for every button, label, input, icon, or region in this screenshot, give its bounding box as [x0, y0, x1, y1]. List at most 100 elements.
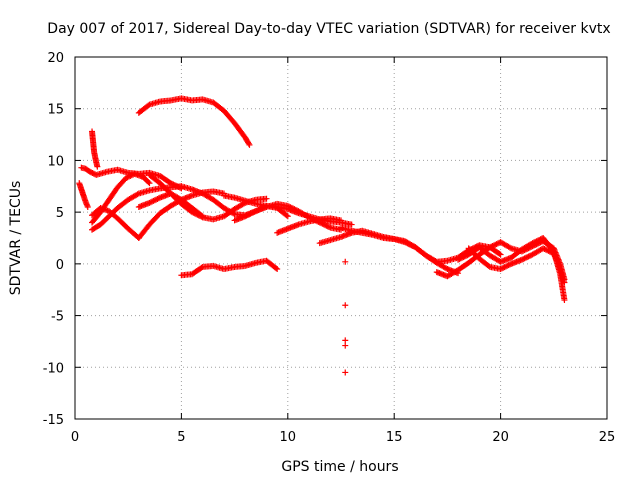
- y-tick-label: 20: [47, 51, 64, 66]
- y-tick-label: 5: [56, 206, 64, 221]
- data-point: [291, 206, 298, 213]
- data-point: [230, 210, 237, 217]
- data-point: [146, 180, 153, 187]
- data-point: [541, 245, 548, 252]
- data-point: [288, 204, 295, 211]
- x-tick-label: 20: [492, 430, 509, 445]
- data-point: [459, 254, 466, 261]
- data-point: [492, 241, 499, 248]
- plot-frame: [74, 56, 608, 420]
- data-point: [524, 254, 531, 261]
- data-point: [496, 250, 503, 257]
- data-point: [521, 255, 528, 262]
- y-tick-label: 10: [47, 154, 64, 169]
- data-point: [526, 252, 533, 259]
- data-point: [520, 256, 527, 263]
- data-point: [443, 265, 450, 272]
- data-point: [323, 222, 330, 229]
- data-point: [540, 245, 547, 252]
- data-point: [338, 217, 344, 224]
- x-tick-label: 0: [71, 430, 79, 445]
- data-point: [145, 102, 152, 109]
- data-point: [460, 254, 467, 261]
- data-point: [153, 196, 160, 203]
- series-arc-k: [135, 190, 206, 220]
- data-point: [461, 253, 468, 260]
- data-point: [244, 211, 251, 218]
- series-arc-g: [89, 205, 142, 241]
- x-tick-label: 25: [599, 430, 616, 445]
- data-point: [525, 253, 532, 260]
- data-point: [243, 212, 250, 219]
- data-point: [504, 262, 511, 269]
- data-point: [155, 195, 162, 202]
- data-point: [457, 255, 464, 262]
- y-tick-label: -15: [43, 413, 64, 428]
- data-point: [198, 264, 205, 271]
- data-point: [290, 205, 297, 212]
- data-point: [348, 221, 355, 228]
- series-arc-e: [89, 170, 153, 226]
- data-point: [561, 297, 568, 304]
- data-point: [320, 221, 327, 228]
- data-point: [506, 244, 513, 251]
- chart-title: Day 007 of 2017, Sidereal Day-to-day VTE…: [47, 21, 610, 37]
- y-tick-label: -10: [43, 361, 64, 376]
- data-point: [497, 266, 504, 273]
- data-point: [326, 224, 333, 231]
- data-point: [498, 265, 505, 272]
- data-point: [502, 263, 509, 270]
- data-point: [463, 252, 470, 259]
- series-arc-o: [316, 227, 462, 277]
- x-tick-label: 5: [177, 430, 185, 445]
- data-point: [342, 369, 349, 376]
- data-point: [149, 198, 156, 205]
- data-point: [287, 204, 294, 211]
- series-arc-s: [465, 245, 568, 286]
- data-point: [199, 213, 206, 220]
- data-point: [247, 210, 254, 217]
- data-point: [532, 238, 539, 245]
- data-point: [533, 238, 540, 245]
- data-point: [251, 208, 258, 215]
- x-tick-label: 15: [386, 430, 403, 445]
- y-tick-label: -5: [51, 310, 64, 325]
- series-arc-r: [455, 235, 568, 304]
- data-point: [505, 262, 512, 269]
- data-point: [455, 256, 462, 263]
- data-point: [248, 210, 255, 217]
- data-point: [324, 223, 331, 230]
- data-point: [342, 258, 349, 265]
- series-outliers: [342, 258, 349, 376]
- data-point: [145, 179, 152, 186]
- data-point: [529, 240, 536, 247]
- data-point: [500, 264, 507, 271]
- data-point: [342, 337, 349, 344]
- series-arc-a: [135, 95, 253, 148]
- data-point: [548, 249, 555, 256]
- data-point: [534, 237, 541, 244]
- axis-ticks: 0 5 10 15 20 25 -15 -10 -5 0 5 10 15 20: [43, 51, 616, 445]
- data-point: [490, 242, 497, 249]
- x-axis-label: GPS time / hours: [281, 459, 398, 475]
- data-point: [501, 264, 508, 271]
- data-point: [544, 247, 551, 254]
- y-tick-label: 0: [56, 258, 64, 273]
- data-point: [536, 236, 543, 243]
- series-arc-b: [89, 128, 101, 170]
- data-point: [530, 239, 537, 246]
- x-tick-label: 10: [280, 430, 297, 445]
- data-point: [485, 263, 492, 270]
- data-point: [263, 195, 270, 202]
- data-point: [486, 244, 493, 251]
- data-point: [497, 251, 504, 258]
- data-point: [489, 243, 496, 250]
- data-point: [518, 256, 525, 263]
- data-point: [272, 265, 279, 272]
- data-point: [150, 197, 157, 204]
- data-point: [456, 256, 463, 263]
- y-axis-label: SDTVAR / TECUs: [8, 181, 24, 296]
- data-point: [292, 206, 299, 213]
- series-arc-t: [178, 257, 281, 279]
